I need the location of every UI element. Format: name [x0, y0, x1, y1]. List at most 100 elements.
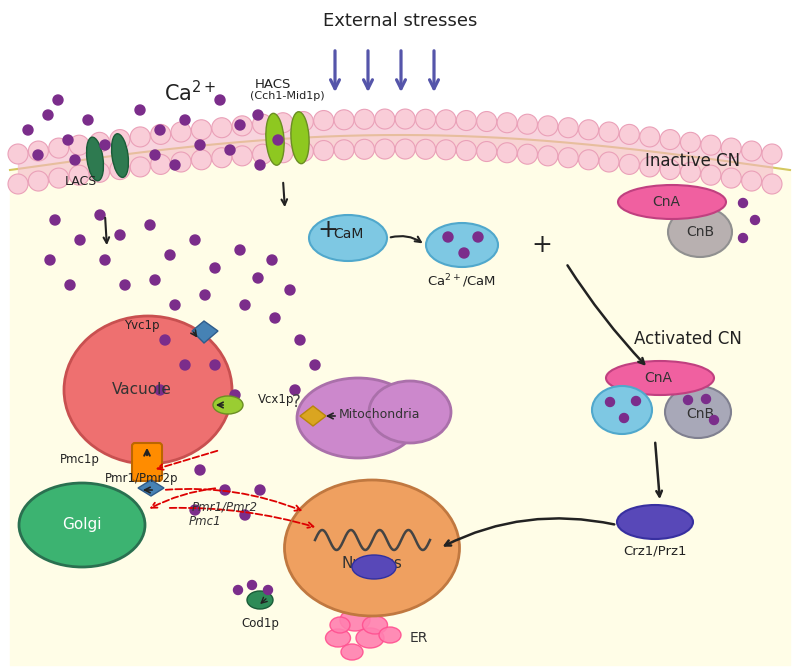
Circle shape [191, 150, 211, 170]
Text: Pmc1p: Pmc1p [60, 454, 100, 466]
Ellipse shape [356, 628, 384, 648]
Circle shape [456, 111, 476, 131]
Circle shape [395, 109, 415, 129]
Ellipse shape [668, 207, 732, 257]
Circle shape [191, 120, 211, 140]
Circle shape [375, 139, 395, 159]
Circle shape [100, 140, 110, 150]
Ellipse shape [618, 185, 726, 219]
Circle shape [619, 125, 639, 144]
Circle shape [267, 255, 277, 265]
Circle shape [702, 394, 710, 404]
Circle shape [150, 125, 170, 144]
Circle shape [28, 171, 48, 191]
Ellipse shape [426, 223, 498, 267]
Polygon shape [300, 406, 326, 426]
Circle shape [240, 300, 250, 310]
Circle shape [270, 313, 280, 323]
Circle shape [180, 115, 190, 125]
Ellipse shape [19, 483, 145, 567]
Circle shape [443, 232, 453, 242]
Circle shape [255, 160, 265, 170]
Circle shape [738, 199, 747, 207]
Circle shape [155, 385, 165, 395]
Circle shape [375, 109, 395, 129]
Circle shape [722, 168, 742, 188]
Circle shape [150, 150, 160, 160]
Circle shape [240, 510, 250, 520]
Circle shape [294, 141, 314, 161]
Circle shape [235, 120, 245, 130]
Text: CnA: CnA [644, 371, 672, 385]
Circle shape [235, 245, 245, 255]
Circle shape [49, 138, 69, 158]
Ellipse shape [617, 505, 693, 539]
Circle shape [225, 145, 235, 155]
Circle shape [619, 154, 639, 174]
Circle shape [599, 122, 619, 142]
Circle shape [681, 132, 701, 152]
Text: Nucleus: Nucleus [342, 556, 402, 570]
Text: ?: ? [291, 393, 301, 411]
Circle shape [518, 114, 538, 134]
Circle shape [750, 215, 759, 225]
Ellipse shape [213, 396, 243, 414]
Circle shape [200, 290, 210, 300]
Circle shape [701, 135, 721, 155]
Circle shape [415, 109, 435, 129]
Circle shape [50, 215, 60, 225]
Circle shape [456, 141, 476, 161]
Circle shape [90, 162, 110, 182]
Circle shape [334, 140, 354, 160]
Circle shape [710, 416, 718, 424]
Circle shape [69, 135, 89, 155]
Circle shape [115, 230, 125, 240]
Circle shape [150, 275, 160, 285]
Circle shape [170, 160, 180, 170]
Circle shape [8, 174, 28, 194]
Text: ER: ER [410, 631, 428, 645]
Circle shape [738, 233, 747, 243]
Circle shape [150, 154, 170, 174]
Circle shape [232, 146, 252, 166]
Circle shape [165, 250, 175, 260]
Circle shape [171, 122, 191, 142]
Circle shape [69, 165, 89, 185]
Circle shape [314, 141, 334, 161]
Ellipse shape [326, 629, 350, 647]
Text: LACS: LACS [65, 175, 98, 188]
Ellipse shape [379, 627, 401, 643]
Circle shape [473, 232, 483, 242]
Circle shape [314, 111, 334, 131]
Circle shape [681, 162, 701, 182]
Circle shape [660, 129, 680, 149]
Circle shape [497, 113, 517, 133]
Circle shape [683, 396, 693, 404]
Circle shape [145, 220, 155, 230]
Circle shape [255, 485, 265, 495]
Text: Activated CN: Activated CN [634, 330, 742, 348]
Circle shape [232, 116, 252, 136]
Circle shape [640, 127, 660, 147]
Text: HACS: HACS [255, 78, 291, 91]
Circle shape [294, 111, 314, 131]
Circle shape [49, 168, 69, 188]
Text: Golgi: Golgi [62, 518, 102, 532]
Circle shape [354, 139, 374, 159]
Text: Crz1/Prz1: Crz1/Prz1 [623, 545, 686, 558]
Circle shape [722, 138, 742, 158]
Ellipse shape [309, 215, 387, 261]
Circle shape [95, 210, 105, 220]
Circle shape [606, 398, 614, 406]
Text: External stresses: External stresses [323, 12, 477, 30]
Circle shape [190, 235, 200, 245]
Circle shape [65, 280, 75, 290]
Circle shape [558, 147, 578, 167]
Text: Yvc1p: Yvc1p [125, 319, 160, 331]
Circle shape [253, 110, 263, 120]
Circle shape [43, 110, 53, 120]
Circle shape [8, 144, 28, 164]
Circle shape [742, 141, 762, 161]
Circle shape [212, 147, 232, 167]
Circle shape [538, 146, 558, 166]
